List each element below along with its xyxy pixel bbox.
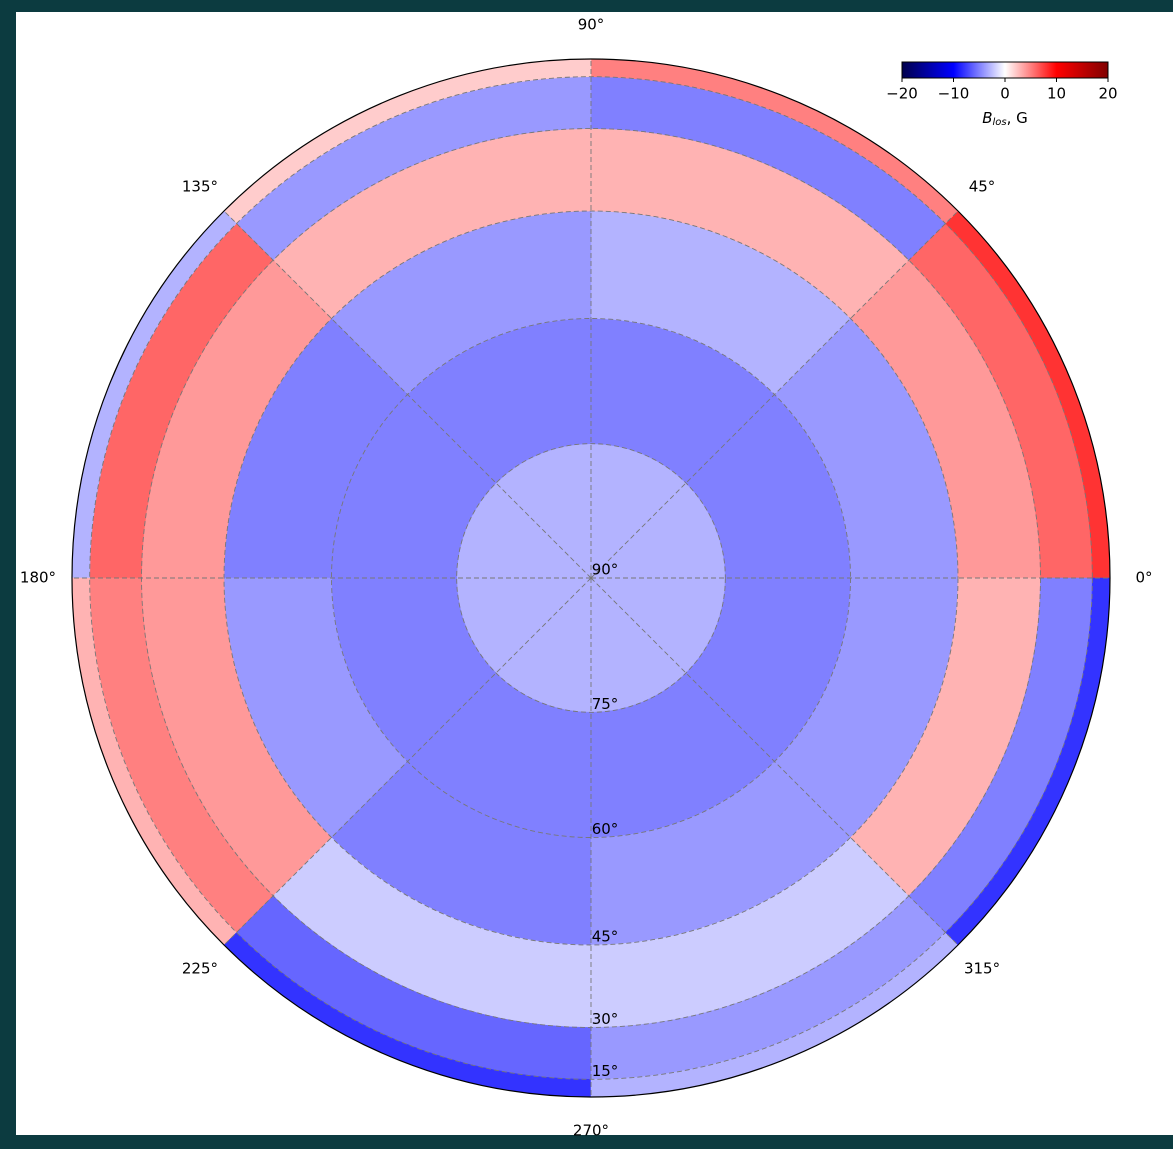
colorbar: −20 −10 0 10 20: [886, 61, 1118, 103]
polar-frame: [71, 58, 1111, 1098]
angular-tick-label: 90°: [578, 16, 605, 34]
field-map: [71, 58, 1111, 1098]
colorbar-tick-label: 0: [1000, 85, 1010, 103]
angular-tick-label: 45°: [969, 177, 996, 195]
radial-grid-circle: [456, 443, 726, 713]
colorbar-tick-label: 10: [1047, 85, 1066, 103]
colorbar-label: Blos, G: [982, 109, 1028, 129]
radial-grid-circle: [223, 210, 959, 946]
colorbar-unit: , G: [1007, 109, 1028, 127]
angular-tick-label: 135°: [182, 177, 218, 195]
radial-tick-label: 30°: [592, 1010, 619, 1028]
colorbar-subscript: los: [993, 117, 1007, 128]
colorbar-symbol: B: [982, 109, 992, 127]
radial-tick-label: 75°: [592, 695, 619, 713]
colorbar-tick-label: −10: [938, 85, 970, 103]
radial-tick-label: 90°: [592, 561, 619, 579]
angular-tick-label: 315°: [964, 960, 1000, 978]
angular-tick-label: 0°: [1135, 569, 1152, 587]
angular-grid-line: [590, 577, 959, 946]
radial-tick-label: 60°: [592, 820, 619, 838]
colorbar-tick-label: 20: [1098, 85, 1117, 103]
radial-tick-label: 15°: [592, 1062, 619, 1080]
radial-tick-label: 45°: [592, 927, 619, 945]
angular-grid-line: [223, 577, 592, 946]
angular-tick-label: 180°: [20, 569, 56, 587]
grid: [72, 59, 1110, 1097]
angular-tick-label: 270°: [573, 1122, 609, 1140]
angular-grid-line: [590, 210, 959, 579]
angular-tick-label: 225°: [182, 960, 218, 978]
radial-grid-circle: [89, 76, 1093, 1080]
colorbar-tick-label: −20: [886, 85, 918, 103]
angular-grid-line: [223, 210, 592, 579]
colorbar-bar: [901, 61, 1109, 79]
tick-labels: 90° 75° 60° 45° 30° 15° 0° 45° 90° 135° 180° 225° 27…: [20, 16, 1153, 1140]
